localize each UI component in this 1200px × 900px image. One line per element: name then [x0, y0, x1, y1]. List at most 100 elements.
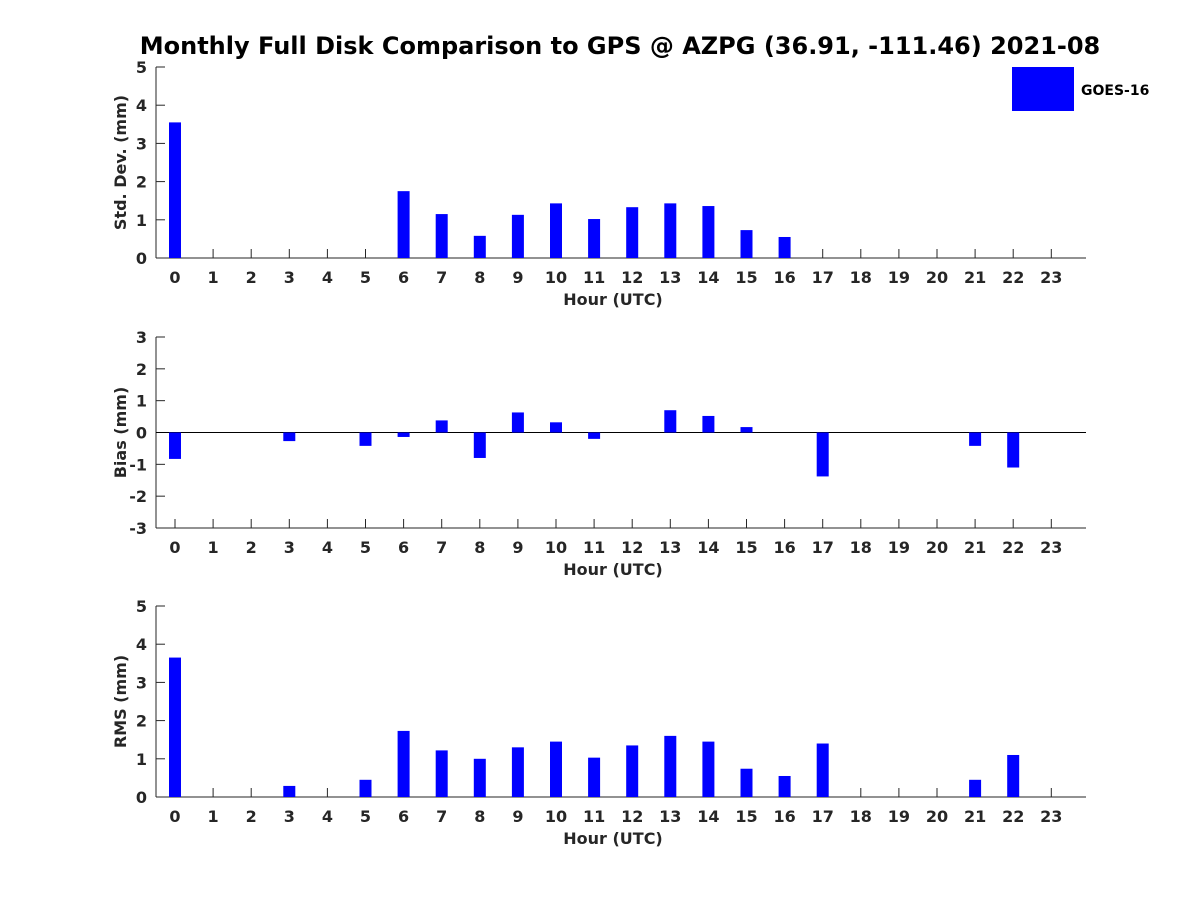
- bar: [740, 427, 753, 433]
- x-tick-label: 1: [208, 807, 219, 826]
- legend-swatch: [1012, 67, 1074, 111]
- x-tick-label: 20: [926, 807, 948, 826]
- x-tick-label: 4: [322, 538, 333, 557]
- x-tick-label: 12: [621, 807, 643, 826]
- y-tick-label: -1: [129, 455, 147, 474]
- x-tick-label: 23: [1040, 807, 1062, 826]
- bar: [359, 779, 372, 797]
- y-tick-label: 1: [136, 392, 147, 411]
- x-tick-label: 13: [659, 538, 681, 557]
- y-tick-label: 4: [136, 635, 147, 654]
- bar: [740, 230, 753, 258]
- bar: [664, 735, 677, 797]
- bar: [816, 743, 829, 797]
- bar: [397, 432, 410, 437]
- bar: [473, 432, 486, 458]
- x-tick-label: 3: [284, 807, 295, 826]
- x-tick-label: 0: [169, 538, 180, 557]
- x-tick-label: 22: [1002, 538, 1024, 557]
- x-tick-label: 0: [169, 268, 180, 287]
- x-tick-label: 13: [659, 268, 681, 287]
- bar: [969, 432, 982, 446]
- x-tick-label: 2: [246, 268, 257, 287]
- x-tick-label: 21: [964, 538, 986, 557]
- x-tick-label: 11: [583, 807, 605, 826]
- bar: [435, 750, 448, 797]
- bar: [169, 432, 181, 459]
- bar: [511, 214, 524, 258]
- bar: [473, 758, 486, 797]
- x-tick-label: 10: [545, 807, 567, 826]
- x-tick-label: 22: [1002, 807, 1024, 826]
- bar: [169, 122, 181, 258]
- x-tick-label: 15: [735, 538, 757, 557]
- x-tick-label: 21: [964, 268, 986, 287]
- y-tick-label: 0: [136, 424, 147, 443]
- x-tick-label: 20: [926, 268, 948, 287]
- x-tick-label: 4: [322, 268, 333, 287]
- x-tick-label: 7: [436, 807, 447, 826]
- bar: [969, 779, 982, 797]
- x-tick-label: 22: [1002, 268, 1024, 287]
- x-tick-label: 17: [812, 268, 834, 287]
- x-tick-label: 17: [812, 538, 834, 557]
- x-tick-label: 1: [208, 538, 219, 557]
- x-tick-label: 21: [964, 807, 986, 826]
- x-tick-label: 19: [888, 538, 910, 557]
- x-tick-label: 16: [773, 807, 795, 826]
- y-tick-label: 2: [136, 360, 147, 379]
- x-tick-label: 12: [621, 538, 643, 557]
- x-tick-label: 11: [583, 268, 605, 287]
- x-tick-label: 23: [1040, 538, 1062, 557]
- x-tick-label: 20: [926, 538, 948, 557]
- x-tick-label: 2: [246, 807, 257, 826]
- x-tick-label: 18: [850, 538, 872, 557]
- bar: [283, 785, 296, 797]
- bar: [778, 775, 791, 797]
- bar: [664, 410, 677, 433]
- bar: [702, 206, 715, 258]
- bar: [1007, 432, 1020, 468]
- x-tick-label: 18: [850, 807, 872, 826]
- y-axis-label: RMS (mm): [111, 655, 130, 748]
- x-tick-label: 10: [545, 268, 567, 287]
- x-tick-label: 3: [284, 268, 295, 287]
- x-tick-label: 19: [888, 268, 910, 287]
- x-tick-label: 6: [398, 538, 409, 557]
- x-tick-label: 18: [850, 268, 872, 287]
- bar: [1007, 754, 1020, 797]
- x-tick-label: 7: [436, 538, 447, 557]
- bar: [588, 757, 601, 797]
- bar: [588, 219, 601, 258]
- bar: [511, 412, 524, 433]
- x-tick-label: 16: [773, 268, 795, 287]
- y-tick-label: 2: [136, 173, 147, 192]
- y-tick-label: 3: [136, 134, 147, 153]
- x-tick-label: 8: [474, 807, 485, 826]
- x-tick-label: 17: [812, 807, 834, 826]
- bar: [435, 420, 448, 433]
- x-tick-label: 12: [621, 268, 643, 287]
- y-axis-label: Bias (mm): [111, 387, 130, 479]
- x-tick-label: 9: [512, 538, 523, 557]
- y-tick-label: 3: [136, 673, 147, 692]
- bar: [397, 730, 410, 797]
- y-tick-label: 5: [136, 597, 147, 616]
- y-tick-label: -2: [129, 487, 147, 506]
- x-tick-label: 11: [583, 538, 605, 557]
- x-tick-label: 23: [1040, 268, 1062, 287]
- y-tick-label: 0: [136, 249, 147, 268]
- x-tick-label: 5: [360, 268, 371, 287]
- x-tick-label: 15: [735, 268, 757, 287]
- y-tick-label: 0: [136, 788, 147, 807]
- legend-label: GOES-16: [1081, 83, 1149, 99]
- x-tick-label: 19: [888, 807, 910, 826]
- x-tick-label: 6: [398, 268, 409, 287]
- legend: GOES-16: [1012, 67, 1149, 111]
- y-tick-label: 5: [136, 58, 147, 77]
- x-tick-label: 14: [697, 538, 719, 557]
- y-tick-label: -3: [129, 519, 147, 538]
